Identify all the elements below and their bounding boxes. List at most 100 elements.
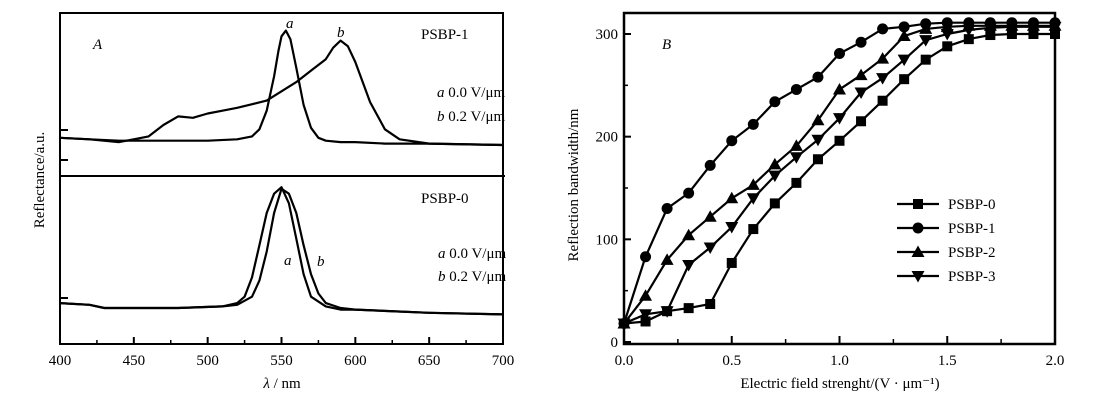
panel-a-y-ticks [60, 129, 68, 299]
spectrum-curve-b [59, 39, 504, 147]
data-point [962, 24, 976, 37]
data-point [940, 20, 954, 32]
legend-text-b: 0.2 V/μm [445, 109, 506, 125]
x-tick-label: 550 [270, 353, 293, 369]
data-point [640, 316, 651, 327]
x-tick-label: 400 [49, 353, 72, 369]
data-point [1028, 29, 1039, 39]
data-point [812, 154, 823, 165]
panel-b-x-axis-title: Electric field strenght/(V · μm⁻¹) [740, 376, 939, 392]
data-point [919, 22, 933, 34]
data-point [747, 118, 759, 130]
lambda-symbol: λ [262, 376, 270, 392]
data-point [811, 113, 825, 126]
panel-a: 400 450 500 550 600 650 700 A PSBP-1 a 0.0 V/μ… [32, 12, 514, 392]
series-psbp-3 [617, 21, 1062, 331]
data-point [768, 157, 782, 170]
legend-item-psbp-3: PSBP-3 [897, 269, 996, 285]
data-point [726, 257, 737, 268]
data-point [812, 71, 824, 83]
legend-marker [913, 199, 923, 209]
panel-b-legend: PSBP-0 PSBP-1 PSBP-2 PSBP-3 [897, 197, 996, 285]
data-point [834, 48, 845, 60]
data-point [898, 21, 910, 33]
x-tick-label: 2.0 [1046, 353, 1065, 369]
panel-b-series [617, 17, 1062, 331]
psbp-1-curve-b-label: b [337, 25, 345, 41]
y-tick-label: 300 [596, 27, 619, 43]
panel-b-frame [622, 11, 1057, 346]
data-point [940, 29, 954, 41]
data-point [789, 139, 803, 151]
data-point [983, 22, 997, 35]
series-psbp-2 [617, 19, 1062, 329]
legend-key-b: b [438, 269, 446, 285]
psbp-0-curve-a-label: a [284, 253, 292, 269]
data-point [876, 73, 890, 85]
legend-key-a: a [438, 246, 446, 262]
psbp-1-title: PSBP-1 [421, 27, 469, 43]
data-point [1050, 29, 1060, 39]
data-point [769, 96, 781, 108]
data-point [876, 52, 890, 64]
data-point [639, 309, 653, 321]
x-tick-label: 1.0 [830, 353, 849, 369]
data-point [899, 74, 910, 85]
panel-b-y-axis-title: Reflection bandwidth/nm [566, 108, 582, 261]
legend-key-a: a [437, 85, 445, 101]
data-point [877, 95, 888, 106]
data-point [834, 135, 845, 146]
psbp-0-legend-a: a 0.0 V/μm [438, 246, 507, 262]
data-point [897, 29, 911, 42]
data-point [790, 83, 802, 95]
data-point [748, 224, 759, 235]
legend-label: PSBP-0 [948, 197, 996, 213]
psbp-0-title: PSBP-0 [421, 191, 469, 207]
panel-a-x-axis-title: λ / nm [262, 376, 301, 392]
legend-marker [911, 245, 925, 257]
psbp-1-spectra [59, 29, 504, 147]
data-point [811, 134, 825, 147]
data-point [1026, 21, 1040, 34]
data-point [768, 170, 782, 183]
data-point [726, 135, 738, 147]
data-point [833, 113, 846, 125]
panel-a-x-ticks: 400 450 500 550 600 650 700 [49, 337, 514, 369]
panel-b-label: B [662, 37, 671, 53]
data-point [897, 54, 911, 67]
panel-a-frame [59, 12, 504, 345]
data-point [855, 36, 867, 48]
panel-a-y-axis-title: Reflectance/a.u. [32, 132, 48, 229]
data-point [856, 116, 867, 127]
legend-item-psbp-2: PSBP-2 [897, 245, 996, 261]
psbp-0-curve-b-label: b [317, 254, 325, 270]
spectrum-curve-a [59, 29, 504, 147]
data-point [705, 299, 716, 310]
legend-text-a: 0.0 V/μm [445, 85, 506, 101]
panel-a-label: A [92, 37, 103, 53]
legend-item-psbp-1: PSBP-1 [897, 221, 996, 237]
panel-b-ticks: 0.0 0.5 1.0 1.5 2.0 0 100 200 300 [596, 27, 1065, 369]
x-tick-label: 1.5 [938, 353, 957, 369]
data-point [942, 41, 953, 52]
data-point [877, 23, 889, 35]
legend-key-b: b [437, 109, 445, 125]
x-tick-label: 650 [418, 353, 441, 369]
psbp-1-legend-b: b 0.2 V/μm [437, 109, 506, 125]
data-point [769, 198, 780, 209]
data-point [791, 177, 802, 188]
psbp-1-curve-a-label: a [286, 16, 294, 32]
data-point [920, 54, 931, 65]
psbp-0-legend-b: b 0.2 V/μm [438, 269, 507, 285]
data-point [789, 152, 803, 164]
legend-marker [911, 271, 925, 283]
data-point [1048, 21, 1062, 34]
psbp-1-legend-a: a 0.0 V/μm [437, 85, 506, 101]
data-point [919, 35, 933, 47]
data-point [683, 187, 695, 199]
data-point [725, 222, 739, 234]
legend-label: PSBP-3 [948, 269, 996, 285]
data-point [660, 306, 674, 318]
